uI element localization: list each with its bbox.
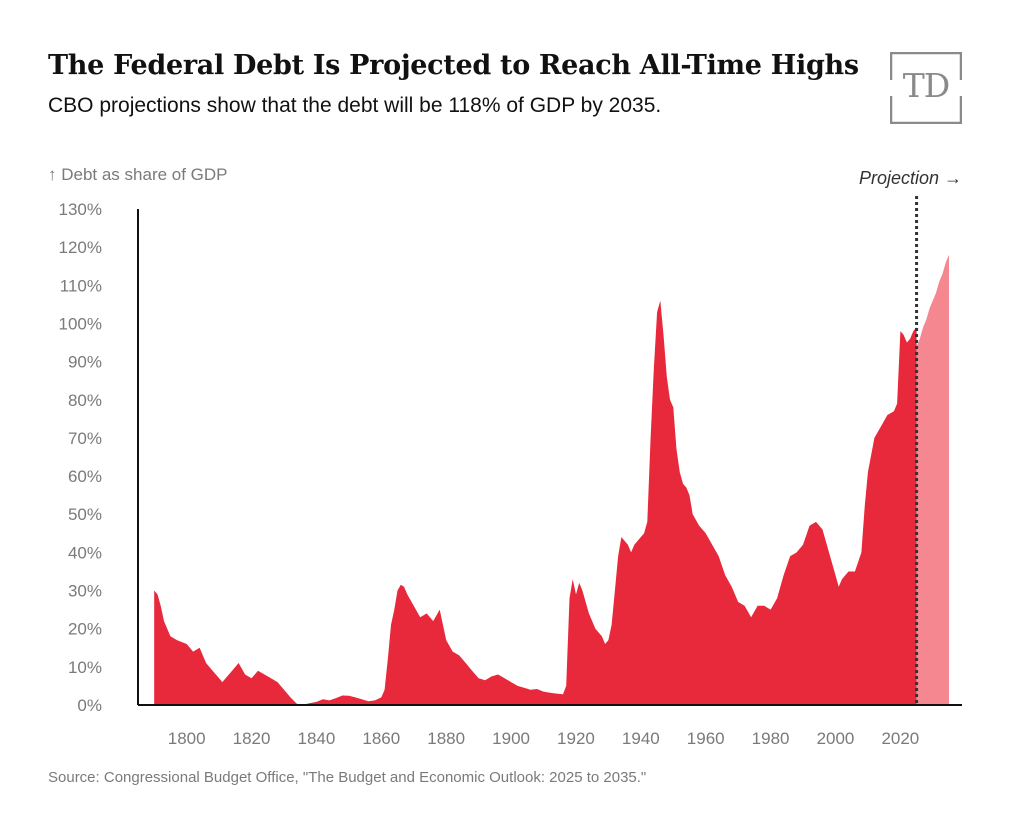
projection-area: [916, 254, 949, 706]
x-tick-label: 1880: [427, 729, 465, 748]
x-tick-label: 1900: [492, 729, 530, 748]
y-tick-label: 10%: [68, 658, 102, 677]
x-tick-label: 1960: [687, 729, 725, 748]
x-tick-label: 1860: [362, 729, 400, 748]
y-tick-label: 100%: [59, 314, 102, 333]
y-tick-labels: 0% 10% 20% 30% 40% 50% 60% 70% 80% 90% 100% 110% 120…: [48, 165, 228, 715]
debt-chart: 0% 10% 20% 30% 40% 50% 60% 70% 80% 90% 100% 110% 120…: [48, 165, 962, 748]
chart-annotations: Projection →: [859, 168, 962, 705]
y-axis-label: ↑ Debt as share of GDP: [48, 165, 228, 184]
chart-axes: [137, 209, 962, 706]
y-tick-label: 40%: [68, 543, 102, 562]
projection-label: Projection →: [859, 168, 962, 188]
x-tick-label: 2000: [817, 729, 855, 748]
x-tick-labels: 1800 1820 1840 1860 1880 1900 1920 1940 1960 1980…: [168, 729, 920, 748]
y-tick-label: 110%: [60, 276, 102, 295]
chart-subtitle: CBO projections show that the debt will …: [48, 94, 662, 117]
x-tick-label: 1940: [622, 729, 660, 748]
y-tick-label: 60%: [68, 467, 102, 486]
x-tick-label: 1980: [752, 729, 790, 748]
x-tick-label: 1920: [557, 729, 595, 748]
y-tick-label: 80%: [68, 391, 102, 410]
historical-area: [154, 300, 917, 705]
chart-title: The Federal Debt Is Projected to Reach A…: [48, 50, 859, 81]
x-tick-label: 2020: [881, 729, 919, 748]
x-tick-label: 1840: [298, 729, 336, 748]
y-tick-label: 130%: [59, 200, 102, 219]
chart-areas: [154, 254, 949, 706]
td-logo: TD: [889, 51, 963, 125]
y-tick-label: 50%: [68, 505, 102, 524]
y-tick-label: 0%: [77, 696, 102, 715]
logo-frame-icon: [889, 51, 963, 125]
y-tick-label: 20%: [68, 620, 102, 639]
x-tick-label: 1820: [233, 729, 271, 748]
x-tick-label: 1800: [168, 729, 206, 748]
y-tick-label: 90%: [68, 353, 102, 372]
y-tick-label: 70%: [68, 429, 102, 448]
source-note: Source: Congressional Budget Office, "Th…: [48, 769, 647, 786]
y-tick-label: 30%: [68, 582, 102, 601]
logo-text: TD: [902, 66, 950, 105]
y-tick-label: 120%: [59, 238, 102, 257]
